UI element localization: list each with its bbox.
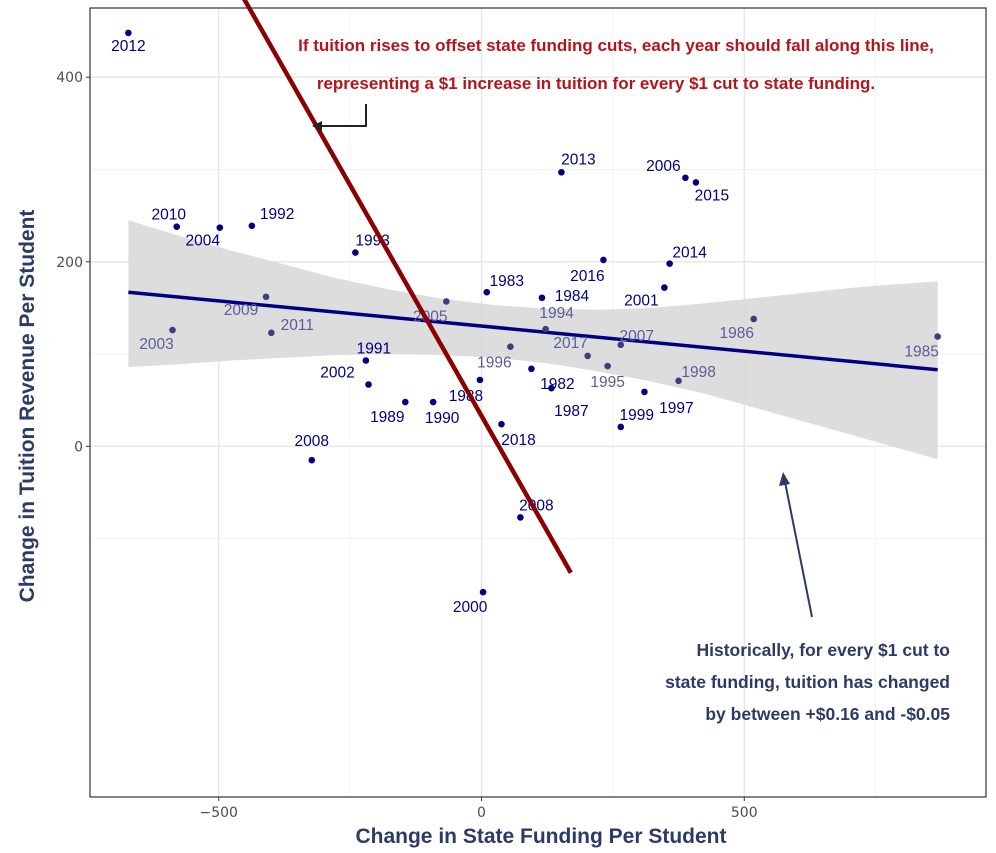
data-point bbox=[641, 388, 648, 396]
point-label: 2013 bbox=[561, 151, 595, 168]
annotation-bottom-arrow bbox=[784, 481, 813, 618]
data-point bbox=[352, 249, 359, 256]
point-label: 1991 bbox=[357, 341, 391, 358]
point-label: 2001 bbox=[624, 293, 658, 310]
data-point bbox=[558, 168, 565, 176]
data-point bbox=[262, 293, 270, 301]
annotation-top-arrow bbox=[318, 104, 367, 127]
data-point bbox=[402, 398, 409, 406]
data-point bbox=[682, 174, 689, 182]
point-label: 2009 bbox=[224, 302, 258, 319]
point-labels: 2012201020041992199320092003201119912002… bbox=[111, 38, 939, 616]
y-tick-label: 0 bbox=[74, 439, 83, 455]
point-label: 2010 bbox=[151, 207, 186, 224]
data-point bbox=[429, 398, 437, 406]
data-point bbox=[268, 329, 275, 337]
data-point bbox=[476, 376, 484, 384]
regression-line bbox=[128, 290, 938, 372]
point-label: 1998 bbox=[681, 364, 715, 381]
data-point bbox=[617, 341, 625, 349]
data-point bbox=[604, 362, 611, 370]
data-point bbox=[442, 298, 450, 305]
data-point bbox=[584, 352, 591, 360]
point-label: 1997 bbox=[659, 400, 693, 417]
point-label: 2016 bbox=[570, 268, 604, 285]
point-label: 1984 bbox=[555, 288, 590, 305]
x-tick-label: −500 bbox=[200, 805, 238, 821]
annotation-bottom-arrowhead bbox=[779, 472, 790, 486]
data-point bbox=[507, 343, 514, 350]
point-label: 2002 bbox=[320, 365, 354, 382]
data-point bbox=[216, 224, 224, 231]
data-points bbox=[125, 29, 941, 596]
data-point bbox=[661, 284, 668, 291]
data-point bbox=[479, 588, 487, 596]
point-label: 1986 bbox=[719, 325, 753, 342]
reference-line bbox=[242, 0, 573, 574]
point-label: 2017 bbox=[553, 335, 587, 352]
data-point bbox=[483, 288, 491, 296]
data-point bbox=[692, 179, 700, 186]
point-label: 1995 bbox=[590, 374, 624, 391]
confidence-band bbox=[128, 220, 938, 460]
data-point bbox=[548, 384, 555, 392]
y-axis-ticks: 0 200 400 bbox=[56, 70, 90, 455]
data-point bbox=[365, 381, 372, 388]
data-point bbox=[934, 333, 941, 340]
y-tick-label: 400 bbox=[56, 70, 83, 86]
data-point bbox=[308, 456, 316, 464]
annotation-bottom-line-3: by between +$0.16 and -$0.05 bbox=[705, 704, 950, 724]
point-label: 2011 bbox=[281, 317, 314, 334]
y-tick-label: 200 bbox=[56, 255, 83, 271]
plot-panel-border bbox=[89, 7, 987, 798]
x-axis-title: Change in State Funding Per Student bbox=[355, 825, 726, 848]
point-label: 1999 bbox=[620, 407, 654, 424]
data-point bbox=[125, 29, 132, 37]
annotation-top-line-1: If tuition rises to offset state funding… bbox=[298, 36, 934, 55]
point-label: 2004 bbox=[186, 233, 221, 250]
data-point bbox=[517, 514, 524, 521]
x-tick-label: 0 bbox=[477, 805, 486, 821]
point-label: 2003 bbox=[139, 336, 173, 353]
data-point bbox=[617, 423, 625, 431]
annotation-top-arrowhead bbox=[312, 121, 322, 131]
data-point bbox=[750, 315, 758, 323]
point-label: 1987 bbox=[554, 403, 588, 420]
data-point bbox=[528, 365, 535, 373]
data-point bbox=[600, 256, 607, 264]
data-point bbox=[169, 326, 176, 334]
data-point bbox=[542, 325, 549, 333]
point-label: 1982 bbox=[540, 376, 574, 393]
y-axis-title: Change in Tuition Revenue Per Student bbox=[16, 210, 39, 603]
point-label: 1983 bbox=[490, 273, 524, 290]
point-label: 2008 bbox=[295, 433, 329, 450]
point-label: 2006 bbox=[646, 158, 680, 175]
point-label: 1992 bbox=[260, 206, 294, 223]
point-label: 1990 bbox=[425, 410, 460, 427]
data-point bbox=[362, 357, 370, 364]
point-label: 1989 bbox=[370, 409, 404, 426]
point-label: 1985 bbox=[904, 344, 938, 361]
data-point bbox=[173, 223, 181, 231]
point-label: 2015 bbox=[695, 187, 729, 204]
x-axis-ticks: −500 0 500 bbox=[200, 797, 758, 821]
point-label: 1994 bbox=[539, 305, 574, 322]
x-tick-label: 500 bbox=[731, 805, 758, 821]
point-label: 2014 bbox=[672, 245, 707, 262]
annotation-bottom-line-1: Historically, for every $1 cut to bbox=[696, 640, 950, 660]
data-point bbox=[248, 222, 256, 230]
point-label: 2007 bbox=[620, 328, 654, 345]
data-point bbox=[498, 420, 505, 428]
annotation-top-line-2: representing a $1 increase in tuition fo… bbox=[317, 74, 875, 93]
annotation-bottom-line-2: state funding, tuition has changed bbox=[665, 672, 950, 692]
data-point bbox=[675, 377, 682, 385]
point-label: 2012 bbox=[111, 38, 145, 55]
point-label: 2000 bbox=[453, 599, 488, 616]
point-label: 2018 bbox=[501, 432, 535, 449]
point-label: 1996 bbox=[477, 355, 511, 372]
data-point bbox=[666, 260, 673, 267]
data-point bbox=[538, 294, 546, 302]
